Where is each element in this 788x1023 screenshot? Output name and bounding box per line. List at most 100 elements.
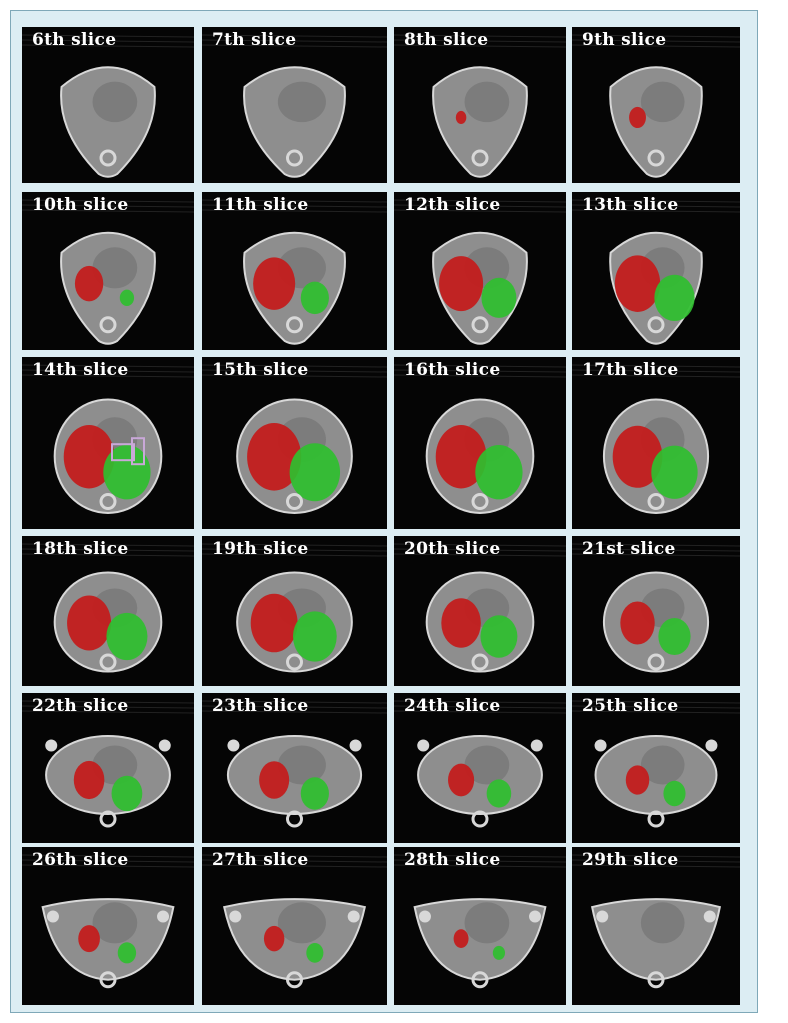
red-segment xyxy=(435,425,487,489)
ct-slice-image xyxy=(394,543,566,673)
red-segment xyxy=(67,595,112,651)
ct-slice-image xyxy=(572,854,740,989)
green-segment xyxy=(103,445,151,500)
slice-label: 10th slice xyxy=(32,195,129,215)
ct-slice-image xyxy=(394,34,566,178)
slice-panel: 19th slice xyxy=(202,536,387,686)
slice-label: 12th slice xyxy=(404,195,501,215)
green-segment xyxy=(117,942,137,964)
red-segment xyxy=(614,255,661,312)
green-segment xyxy=(111,775,143,812)
slice-label: 26th slice xyxy=(32,850,129,870)
ct-slice-image xyxy=(202,199,387,345)
ct-slice-image xyxy=(572,543,740,673)
slice-panel: 12th slice xyxy=(394,192,566,350)
ct-slice-image xyxy=(202,854,387,989)
slice-label: 27th slice xyxy=(212,850,309,870)
slice-label: 23th slice xyxy=(212,696,309,716)
ct-slice-image xyxy=(394,854,566,989)
green-segment xyxy=(306,943,324,963)
slice-label: 7th slice xyxy=(212,30,297,50)
slice-panel: 17th slice xyxy=(572,357,740,529)
slice-label: 17th slice xyxy=(582,360,679,380)
red-segment xyxy=(74,265,104,302)
slice-panel: 21st slice xyxy=(572,536,740,686)
green-segment xyxy=(289,443,341,502)
red-segment xyxy=(247,422,302,491)
red-segment xyxy=(620,601,655,645)
slice-label: 9th slice xyxy=(582,30,667,50)
slice-panel: 27th slice xyxy=(202,847,387,1005)
slice-label: 20th slice xyxy=(404,539,501,559)
ct-slice-image xyxy=(22,34,194,178)
red-segment xyxy=(78,925,100,953)
slice-panel: 10th slice xyxy=(22,192,194,350)
slice-label: 25th slice xyxy=(582,696,679,716)
red-segment xyxy=(439,256,484,312)
red-segment xyxy=(253,257,296,310)
slice-panel: 16th slice xyxy=(394,357,566,529)
roi-box xyxy=(131,437,145,466)
slice-panel: 24th slice xyxy=(394,693,566,843)
slice-label: 19th slice xyxy=(212,539,309,559)
ct-slice-image xyxy=(572,34,740,178)
ct-slice-image xyxy=(202,700,387,828)
slice-panel: 7th slice xyxy=(202,27,387,183)
green-segment xyxy=(651,445,698,499)
slice-panel: 22th slice xyxy=(22,693,194,843)
slice-label: 24th slice xyxy=(404,696,501,716)
ct-slice-image xyxy=(22,364,194,514)
ct-slice-image xyxy=(22,700,194,828)
green-segment xyxy=(654,274,695,322)
red-segment xyxy=(448,763,475,797)
slice-label: 18th slice xyxy=(32,539,129,559)
red-segment xyxy=(455,110,467,125)
ct-slice-image xyxy=(572,199,740,345)
slice-panel: 9th slice xyxy=(572,27,740,183)
slice-label: 11th slice xyxy=(212,195,309,215)
slice-label: 22th slice xyxy=(32,696,129,716)
green-segment xyxy=(658,617,691,656)
green-segment xyxy=(663,780,686,807)
slice-panel: 26th slice xyxy=(22,847,194,1005)
red-segment xyxy=(629,106,646,129)
ct-slice-image xyxy=(22,543,194,673)
red-segment xyxy=(612,425,663,488)
red-segment xyxy=(441,598,481,648)
ct-slice-image xyxy=(22,854,194,989)
green-segment xyxy=(492,945,506,960)
slice-panel: 18th slice xyxy=(22,536,194,686)
slice-panel: 6th slice xyxy=(22,27,194,183)
slice-panel: 11th slice xyxy=(202,192,387,350)
red-segment xyxy=(259,761,290,799)
slice-label: 16th slice xyxy=(404,360,501,380)
slice-panel: 28th slice xyxy=(394,847,566,1005)
green-segment xyxy=(300,281,329,315)
slice-label: 14th slice xyxy=(32,360,129,380)
slice-label: 28th slice xyxy=(404,850,501,870)
roi-box xyxy=(111,443,135,462)
slice-panel: 15th slice xyxy=(202,357,387,529)
ct-slice-image xyxy=(572,700,740,828)
figure-frame: 6th slice 7th slice 8th slice 9th slice 10th… xyxy=(10,10,758,1013)
green-segment xyxy=(106,612,148,661)
slice-panel: 25th slice xyxy=(572,693,740,843)
red-segment xyxy=(63,425,115,489)
green-segment xyxy=(300,777,329,810)
ct-slice-image xyxy=(394,700,566,828)
slice-panel: 13th slice xyxy=(572,192,740,350)
ct-slice-image xyxy=(572,364,740,514)
red-segment xyxy=(453,929,469,948)
green-segment xyxy=(480,615,518,658)
slice-label: 29th slice xyxy=(582,850,679,870)
slice-panel: 14th slice xyxy=(22,357,194,529)
green-segment xyxy=(481,277,517,318)
ct-slice-image xyxy=(394,199,566,345)
red-segment xyxy=(73,760,105,800)
slice-label: 21st slice xyxy=(582,539,676,559)
slice-label: 15th slice xyxy=(212,360,309,380)
green-segment xyxy=(486,779,512,808)
red-segment xyxy=(625,765,650,795)
slice-panel: 29th slice xyxy=(572,847,740,1005)
slice-panel: 8th slice xyxy=(394,27,566,183)
